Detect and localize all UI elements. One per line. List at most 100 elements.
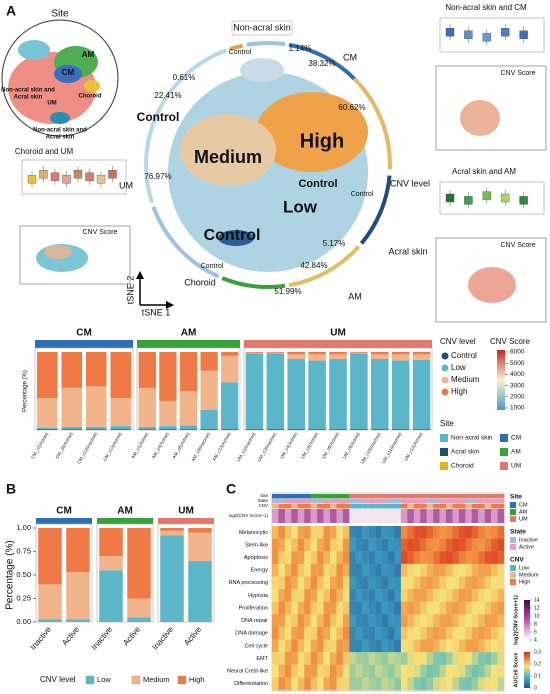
mini-box — [501, 193, 510, 203]
heatmap-cell — [484, 664, 492, 678]
bar-segment — [36, 398, 58, 428]
bar-segment — [38, 584, 62, 620]
annotation-cell — [394, 494, 402, 499]
heatmap-cell — [420, 576, 427, 590]
heatmap-cell — [272, 664, 279, 678]
heatmap-cell — [420, 664, 427, 678]
heatmap-cell — [323, 664, 331, 678]
bar-segment — [266, 352, 285, 353]
heatmap-cell — [471, 614, 479, 628]
label: Acral skin — [388, 246, 427, 256]
heatmap-cell — [310, 664, 318, 678]
label: Acral skin — [14, 95, 43, 101]
annotation-cell — [491, 504, 498, 509]
heatmap-cell — [368, 538, 376, 552]
heatmap-cell — [484, 626, 492, 640]
heatmap-cell — [471, 677, 479, 691]
bar-segment — [138, 387, 156, 427]
heatmap-cell — [317, 639, 324, 653]
panel-label: A — [6, 3, 16, 19]
heatmap-cell — [323, 538, 331, 552]
legend-swatch — [441, 352, 449, 360]
annotation-cell — [388, 504, 395, 509]
heatmap-cell — [310, 601, 318, 615]
heatmap-cell — [336, 563, 344, 577]
heatmap-cell — [420, 639, 427, 653]
heatmap-cell — [388, 551, 395, 565]
annotation-cell — [471, 499, 479, 504]
heatmap-cell — [375, 614, 382, 628]
heatmap-cell — [368, 652, 376, 665]
heatmap-cell — [400, 614, 408, 628]
group-strip — [97, 518, 153, 528]
scale-label: 1000 — [510, 405, 525, 412]
bar-segment — [412, 352, 431, 355]
heatmap-cell — [336, 639, 344, 653]
heatmap-cell — [433, 551, 440, 565]
x-tick-label: UM_c10(Inactive) — [360, 431, 382, 464]
heatmap-cell — [297, 526, 305, 539]
annotation-cell — [323, 494, 331, 499]
heatmap-cell — [491, 526, 498, 539]
x-tick-label: CM_c2(Active) — [30, 431, 49, 459]
heatmap-cell — [304, 677, 311, 691]
heatmap-cell — [388, 538, 395, 552]
heatmap-cell — [278, 576, 286, 590]
heatmap-cell — [388, 614, 395, 628]
legend-title: CNV — [510, 557, 524, 564]
heatmap-cell — [433, 563, 440, 577]
heatmap-cell — [439, 563, 447, 577]
group-strip — [35, 340, 133, 350]
heatmap-cell — [484, 526, 492, 539]
label: CM — [62, 68, 75, 77]
label: 5.17% — [323, 239, 346, 248]
heatmap-cell — [484, 563, 492, 577]
heatmap-cell — [291, 576, 298, 590]
heatmap-cell — [471, 664, 479, 678]
legend-swatch — [85, 675, 95, 685]
heatmap-cell — [336, 589, 344, 602]
heatmap-cell — [362, 677, 369, 691]
annotation-cell — [478, 499, 485, 504]
heatmap-cell — [291, 652, 298, 665]
heatmap-cell — [439, 576, 447, 590]
heatmap-cell — [478, 677, 485, 691]
heatmap-cell — [446, 601, 453, 615]
heatmap-cell — [323, 601, 331, 615]
mini-frame — [21, 159, 127, 195]
heatmap-cell — [497, 538, 505, 552]
heatmap-cell — [336, 664, 344, 678]
heatmap-cell — [426, 538, 434, 552]
heatmap-cell — [291, 626, 298, 640]
bar-segment — [221, 429, 239, 430]
heatmap-cell — [330, 551, 337, 565]
heatmap-cell — [497, 589, 505, 602]
annotation-cell — [336, 504, 344, 509]
heatmap-cell — [394, 664, 402, 678]
scale-label: 0 — [534, 685, 537, 691]
heatmap-cell — [375, 601, 382, 615]
heatmap-cell — [407, 614, 414, 628]
annotation-cell — [291, 509, 298, 523]
annotation-cell — [323, 499, 331, 504]
annotation-cell — [420, 509, 427, 523]
x-tick-label: Active — [60, 624, 81, 647]
annotation-cell — [375, 504, 382, 509]
bar-segment — [245, 352, 264, 354]
heatmap-cell — [400, 601, 408, 615]
heatmap-cell — [342, 551, 350, 565]
annotation-cell — [465, 494, 472, 499]
heatmap-cell — [355, 576, 363, 590]
heatmap-cell — [381, 538, 389, 552]
heatmap-cell — [278, 626, 286, 640]
annotation-cell — [368, 509, 376, 523]
annotation-cell — [342, 494, 350, 499]
heatmap-cell — [272, 538, 279, 552]
bar-segment — [110, 429, 132, 430]
legend-swatch — [510, 572, 516, 578]
heatmap-cell — [394, 614, 402, 628]
heatmap-cell — [426, 576, 434, 590]
heatmap-cell — [330, 563, 337, 577]
legend-swatch — [510, 544, 516, 550]
heatmap-cell — [407, 664, 414, 678]
